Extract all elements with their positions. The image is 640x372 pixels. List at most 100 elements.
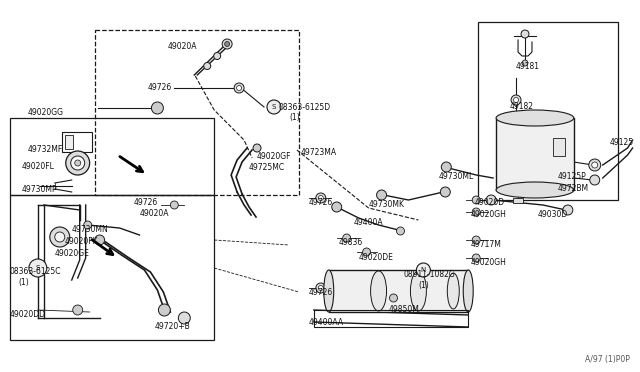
- Circle shape: [234, 83, 244, 93]
- Bar: [513, 198, 523, 203]
- Ellipse shape: [447, 273, 460, 309]
- Text: 49730ML: 49730ML: [438, 172, 474, 181]
- Circle shape: [363, 248, 371, 256]
- Text: 49717M: 49717M: [470, 240, 501, 249]
- Text: 4972BM: 4972BM: [558, 184, 589, 193]
- Text: 49725MC: 49725MC: [249, 163, 285, 172]
- Circle shape: [417, 263, 430, 277]
- Circle shape: [397, 227, 404, 235]
- Circle shape: [390, 294, 397, 302]
- Text: 49726: 49726: [134, 198, 157, 207]
- Text: 49030D: 49030D: [538, 210, 568, 219]
- Bar: [478, 22, 618, 200]
- Text: 49723MA: 49723MA: [301, 148, 337, 157]
- Text: 49125P: 49125P: [558, 172, 587, 181]
- Circle shape: [318, 285, 323, 291]
- Circle shape: [316, 283, 326, 293]
- Circle shape: [332, 202, 342, 212]
- Circle shape: [513, 97, 518, 103]
- Text: 08363-6125C: 08363-6125C: [10, 267, 61, 276]
- Bar: [512, 112, 520, 117]
- Circle shape: [342, 234, 351, 242]
- Circle shape: [179, 312, 190, 324]
- Text: S: S: [36, 265, 40, 271]
- Circle shape: [253, 144, 261, 152]
- Circle shape: [95, 235, 104, 245]
- Text: 49020GH: 49020GH: [470, 258, 506, 267]
- Circle shape: [563, 205, 573, 215]
- Text: 49730MK: 49730MK: [369, 200, 404, 209]
- Text: 49400AA: 49400AA: [309, 318, 344, 327]
- Text: 49020GE: 49020GE: [55, 249, 90, 258]
- Text: A/97 (1)P0P: A/97 (1)P0P: [585, 355, 630, 364]
- Text: 49726: 49726: [147, 83, 172, 92]
- Ellipse shape: [371, 271, 387, 311]
- Circle shape: [267, 100, 281, 114]
- Text: 49726: 49726: [309, 288, 333, 297]
- Circle shape: [237, 86, 241, 90]
- Text: (1): (1): [18, 278, 29, 287]
- Text: S: S: [272, 104, 276, 110]
- Bar: [496, 118, 574, 190]
- Circle shape: [589, 175, 600, 185]
- Text: 49020FK: 49020FK: [65, 237, 99, 246]
- Text: 49020GH: 49020GH: [470, 210, 506, 219]
- Text: 49020DE: 49020DE: [358, 253, 394, 262]
- Text: 49400A: 49400A: [354, 218, 383, 227]
- Bar: [314, 310, 468, 327]
- Text: 49020A: 49020A: [140, 209, 169, 218]
- Text: 49732MF: 49732MF: [28, 145, 63, 154]
- Circle shape: [511, 95, 521, 105]
- Circle shape: [225, 42, 230, 46]
- Circle shape: [71, 156, 84, 170]
- Circle shape: [318, 196, 323, 201]
- Text: 49181: 49181: [516, 62, 540, 71]
- Text: 49020DD: 49020DD: [10, 310, 46, 319]
- Bar: [10, 195, 214, 340]
- Text: 49182: 49182: [510, 102, 534, 111]
- Text: (1): (1): [289, 113, 300, 122]
- Text: (1): (1): [419, 281, 429, 290]
- Circle shape: [440, 187, 451, 197]
- Circle shape: [472, 254, 480, 262]
- Bar: [329, 270, 468, 312]
- Bar: [95, 30, 299, 195]
- Circle shape: [84, 221, 92, 229]
- Circle shape: [50, 227, 70, 247]
- Text: 49720+B: 49720+B: [154, 322, 190, 331]
- Bar: [10, 118, 214, 195]
- Ellipse shape: [410, 271, 426, 311]
- Bar: [65, 135, 73, 149]
- Circle shape: [522, 60, 528, 66]
- Text: 49020A: 49020A: [168, 42, 197, 51]
- Text: 08363-6125D: 08363-6125D: [279, 103, 331, 112]
- Bar: [553, 138, 565, 156]
- Circle shape: [589, 159, 601, 171]
- Ellipse shape: [496, 110, 574, 126]
- Text: 49020D: 49020D: [474, 198, 504, 207]
- Ellipse shape: [463, 270, 473, 312]
- Circle shape: [66, 151, 90, 175]
- Text: 49020GG: 49020GG: [28, 108, 64, 117]
- Text: 49125: 49125: [610, 138, 634, 147]
- Circle shape: [75, 160, 81, 166]
- Circle shape: [486, 195, 496, 205]
- Ellipse shape: [496, 182, 574, 198]
- Circle shape: [152, 102, 163, 114]
- Circle shape: [170, 201, 179, 209]
- Circle shape: [214, 52, 221, 60]
- Text: 49020GF: 49020GF: [257, 152, 292, 161]
- Circle shape: [472, 236, 480, 244]
- Text: 49020FL: 49020FL: [22, 162, 55, 171]
- Circle shape: [592, 162, 598, 168]
- Circle shape: [29, 259, 47, 277]
- Circle shape: [158, 304, 170, 316]
- Circle shape: [472, 196, 480, 204]
- Text: 08911-1082G: 08911-1082G: [403, 270, 455, 279]
- Circle shape: [316, 193, 326, 203]
- Text: N: N: [420, 267, 426, 273]
- Circle shape: [73, 305, 83, 315]
- Text: 49850M: 49850M: [388, 305, 419, 314]
- Text: 49726: 49726: [309, 198, 333, 207]
- Circle shape: [472, 208, 480, 216]
